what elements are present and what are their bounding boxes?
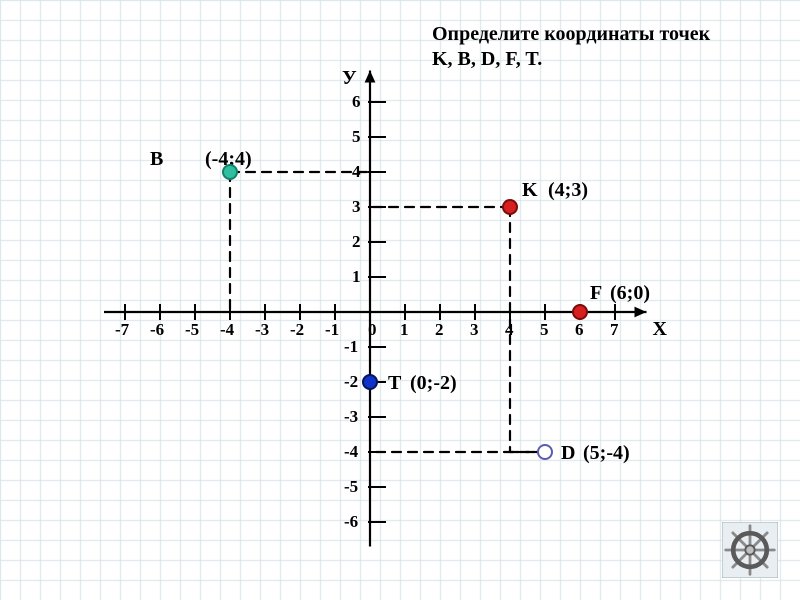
ship-wheel-icon xyxy=(722,522,778,578)
point-B xyxy=(223,165,237,179)
point-D xyxy=(538,445,552,459)
coordinate-plot xyxy=(0,0,800,600)
point-F xyxy=(573,305,587,319)
x-axis-arrow xyxy=(635,307,647,318)
point-T xyxy=(363,375,377,389)
y-axis-arrow xyxy=(365,71,376,83)
point-K xyxy=(503,200,517,214)
